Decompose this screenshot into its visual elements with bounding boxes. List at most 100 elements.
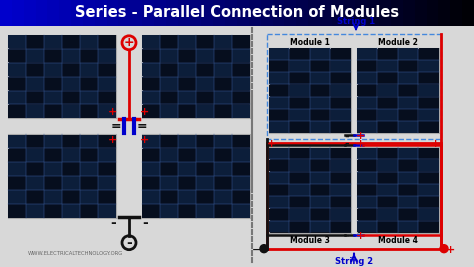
Bar [178, 135, 196, 148]
Bar [196, 176, 214, 190]
Bar [98, 105, 116, 118]
Bar [44, 204, 62, 218]
Bar [178, 162, 196, 176]
Bar [196, 77, 214, 90]
Bar [290, 72, 310, 84]
Bar [178, 49, 196, 62]
Bar [44, 135, 62, 148]
Bar [214, 176, 232, 190]
Bar [142, 77, 160, 90]
Bar [378, 60, 398, 72]
Bar [427, 0, 439, 26]
Bar [232, 35, 250, 48]
Bar [196, 135, 214, 148]
Bar [357, 48, 439, 133]
Bar [62, 105, 80, 118]
Bar [190, 0, 202, 26]
Bar [344, 0, 356, 26]
Bar [379, 0, 392, 26]
Bar [44, 77, 62, 90]
Bar [130, 0, 143, 26]
Bar [290, 160, 310, 171]
Bar [398, 85, 418, 96]
Bar [160, 35, 178, 48]
Bar [331, 72, 351, 84]
Bar [290, 209, 310, 220]
Bar [398, 48, 418, 60]
Bar [398, 121, 418, 133]
Bar [12, 0, 25, 26]
Bar [398, 172, 418, 184]
Bar [225, 0, 238, 26]
Bar [357, 184, 377, 196]
Bar [160, 77, 178, 90]
Bar [95, 0, 108, 26]
Bar [9, 77, 26, 90]
Bar [378, 184, 398, 196]
Bar [160, 190, 178, 204]
Bar [9, 162, 26, 176]
Bar [142, 176, 160, 190]
Bar [357, 60, 377, 72]
Bar [44, 49, 62, 62]
Bar [160, 176, 178, 190]
Text: Module 4: Module 4 [378, 236, 418, 245]
Bar [419, 85, 439, 96]
Bar [98, 77, 116, 90]
Bar [98, 35, 116, 48]
Bar [26, 105, 44, 118]
Bar [62, 176, 80, 190]
Bar [196, 91, 214, 104]
Text: -: - [345, 139, 349, 149]
Bar [62, 190, 80, 204]
Text: Module 3: Module 3 [290, 236, 330, 245]
Bar [419, 197, 439, 208]
Text: +: + [109, 135, 118, 145]
Bar [80, 35, 98, 48]
Bar [9, 35, 26, 48]
Bar [367, 0, 380, 26]
Bar [201, 0, 214, 26]
Bar [142, 190, 160, 204]
Bar [62, 148, 80, 162]
Bar [269, 172, 289, 184]
Bar [332, 0, 345, 26]
Bar [357, 197, 377, 208]
Bar [357, 172, 377, 184]
Bar [269, 72, 289, 84]
Bar [62, 204, 80, 218]
Bar [331, 172, 351, 184]
Bar [214, 91, 232, 104]
Bar [98, 190, 116, 204]
Bar [357, 48, 377, 60]
Bar [160, 148, 178, 162]
Bar [26, 77, 44, 90]
Bar [310, 172, 330, 184]
Bar [83, 0, 96, 26]
Bar [357, 221, 377, 233]
Bar [196, 63, 214, 76]
Bar [269, 221, 289, 233]
Bar [419, 221, 439, 233]
Bar [357, 209, 377, 220]
Bar [419, 160, 439, 171]
Bar [290, 172, 310, 184]
Bar [398, 97, 418, 109]
Bar [80, 135, 98, 148]
Bar [80, 77, 98, 90]
Bar [269, 197, 289, 208]
Bar [331, 221, 351, 233]
Bar [290, 197, 310, 208]
Bar [308, 0, 321, 26]
Bar [398, 109, 418, 121]
Bar [419, 72, 439, 84]
Bar [232, 148, 250, 162]
Bar [142, 35, 250, 118]
Bar [178, 0, 191, 26]
Bar [232, 105, 250, 118]
Bar [398, 184, 418, 196]
Bar [296, 0, 309, 26]
Bar [9, 63, 26, 76]
Bar [62, 91, 80, 104]
Bar [160, 49, 178, 62]
